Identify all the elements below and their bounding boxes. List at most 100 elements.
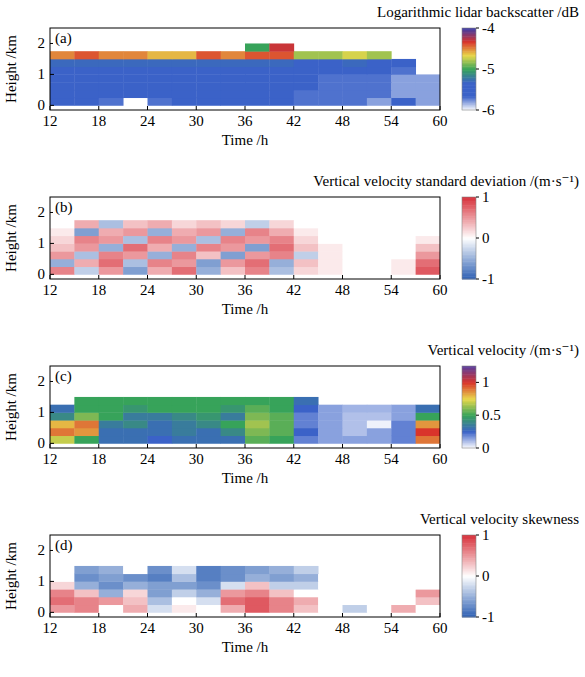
- cell: [148, 251, 173, 259]
- cell: [99, 267, 124, 275]
- cell: [245, 605, 270, 613]
- cell: [196, 228, 221, 236]
- cell: [367, 74, 392, 82]
- cell: [367, 98, 392, 106]
- panel: Vertical velocity /(m·s⁻¹)12182430364248…: [3, 342, 579, 486]
- cell: [123, 236, 148, 244]
- cell: [294, 236, 319, 244]
- cells: [50, 220, 440, 275]
- x-tick-label: 18: [91, 620, 106, 636]
- colorbar: 00.51: [462, 366, 501, 456]
- x-tick: [147, 106, 148, 110]
- label-patch: [53, 198, 75, 217]
- cell: [50, 605, 75, 613]
- cell: [221, 605, 246, 613]
- cell: [172, 397, 197, 405]
- cell: [343, 589, 368, 597]
- cell: [343, 581, 368, 589]
- cell: [416, 90, 440, 98]
- cell: [391, 220, 416, 228]
- cell: [50, 220, 75, 228]
- cell: [367, 67, 392, 75]
- cell: [99, 605, 124, 613]
- cell: [367, 51, 392, 59]
- y-tick: [50, 274, 54, 275]
- cell: [367, 428, 392, 436]
- cell: [318, 581, 343, 589]
- cell: [367, 82, 392, 90]
- colorbar-tick: [476, 279, 479, 280]
- cell: [367, 236, 392, 244]
- cell: [74, 236, 99, 244]
- cell: [172, 74, 197, 82]
- cell: [99, 51, 124, 59]
- cell: [196, 597, 221, 605]
- cell: [391, 420, 416, 428]
- cell: [269, 51, 294, 59]
- colorbar-frame: [462, 366, 476, 448]
- cell: [367, 574, 392, 582]
- cell: [148, 605, 173, 613]
- cell: [221, 67, 246, 75]
- cell: [367, 412, 392, 420]
- cells: [50, 566, 440, 613]
- colorbar-tick: [476, 382, 479, 383]
- x-tick-label: 36: [238, 620, 254, 636]
- x-tick: [245, 613, 246, 617]
- cell: [50, 589, 75, 597]
- cell: [391, 405, 416, 413]
- cell: [318, 67, 343, 75]
- cell: [343, 67, 368, 75]
- colorbar-tick: [476, 535, 479, 536]
- cell: [245, 436, 270, 444]
- cell: [99, 397, 124, 405]
- cell: [391, 589, 416, 597]
- cell: [318, 574, 343, 582]
- x-tick: [342, 275, 343, 279]
- cell: [294, 574, 319, 582]
- colorbar-frame: [462, 535, 476, 617]
- x-tick: [440, 444, 441, 448]
- x-tick: [391, 613, 392, 617]
- label-patch: [53, 536, 75, 555]
- cell: [269, 98, 294, 106]
- cell: [391, 267, 416, 275]
- cell: [196, 259, 221, 267]
- cell: [172, 259, 197, 267]
- cell: [391, 74, 416, 82]
- colorbar-tick: [476, 110, 479, 111]
- x-tick: [440, 613, 441, 617]
- panel-title: Logarithmic lidar backscatter /dB: [377, 4, 579, 20]
- x-tick: [147, 275, 148, 279]
- cell: [343, 228, 368, 236]
- cell: [269, 605, 294, 613]
- x-tick-label: 12: [43, 620, 58, 636]
- x-tick-label: 60: [433, 282, 448, 298]
- cell: [269, 74, 294, 82]
- cell: [245, 59, 270, 67]
- y-tick-label: 2: [38, 204, 46, 220]
- x-tick-label: 30: [189, 113, 204, 129]
- cell: [50, 597, 75, 605]
- cell: [148, 436, 173, 444]
- cell: [343, 98, 368, 106]
- cell: [123, 436, 148, 444]
- x-tick-label: 54: [384, 282, 400, 298]
- cell: [391, 228, 416, 236]
- cell: [294, 251, 319, 259]
- cell: [318, 597, 343, 605]
- cell: [74, 566, 99, 574]
- cell: [148, 397, 173, 405]
- cell: [391, 428, 416, 436]
- cell: [318, 74, 343, 82]
- x-tick-label: 12: [43, 451, 58, 467]
- cell: [74, 243, 99, 251]
- cell: [367, 228, 392, 236]
- cell: [123, 259, 148, 267]
- cell: [196, 82, 221, 90]
- x-tick: [147, 613, 148, 617]
- cell: [245, 574, 270, 582]
- cell: [416, 574, 440, 582]
- y-tick: [50, 443, 54, 444]
- cell: [269, 405, 294, 413]
